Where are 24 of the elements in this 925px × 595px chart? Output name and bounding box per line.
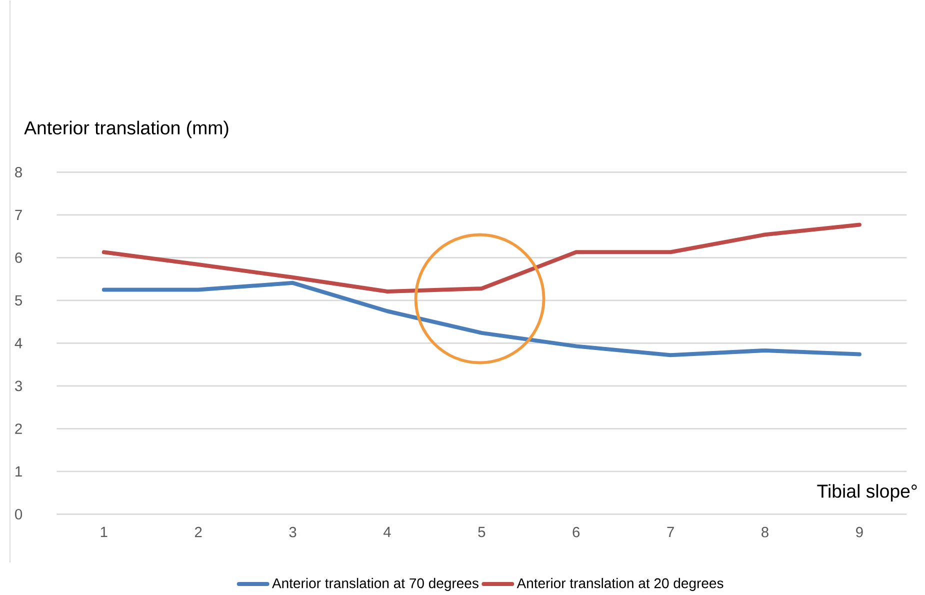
y-tick-label: 1 <box>16 466 22 476</box>
x-tick-label: 4 <box>383 526 391 537</box>
x-tick-label: 7 <box>667 526 674 537</box>
y-tick-label: 3 <box>15 380 22 391</box>
y-axis-title: Anterior translation (mm) <box>24 120 228 138</box>
x-tick-label: 6 <box>572 526 580 538</box>
y-tick-label: 5 <box>15 295 22 306</box>
line-series <box>102 280 862 357</box>
y-tick-label: 8 <box>15 166 22 178</box>
x-tick-label: 9 <box>856 526 863 538</box>
line-series <box>102 222 862 294</box>
y-tick-label: 7 <box>15 210 22 220</box>
x-tick-label: 5 <box>478 526 486 537</box>
legend-label: Anterior translation at 20 degrees <box>516 578 724 591</box>
x-tick-label: 1 <box>100 526 108 537</box>
x-tick-label: 8 <box>762 526 768 538</box>
legend-label: Anterior translation at 70 degrees <box>272 578 478 591</box>
x-tick-label: 2 <box>194 526 202 537</box>
y-tick-label: 6 <box>15 252 22 263</box>
x-axis-title: Tibial slope° <box>817 484 917 502</box>
y-tick-label: 4 <box>14 338 22 348</box>
x-tick-label: 3 <box>289 526 296 538</box>
y-tick-label: 2 <box>15 423 22 434</box>
y-tick-label: 0 <box>15 508 22 520</box>
